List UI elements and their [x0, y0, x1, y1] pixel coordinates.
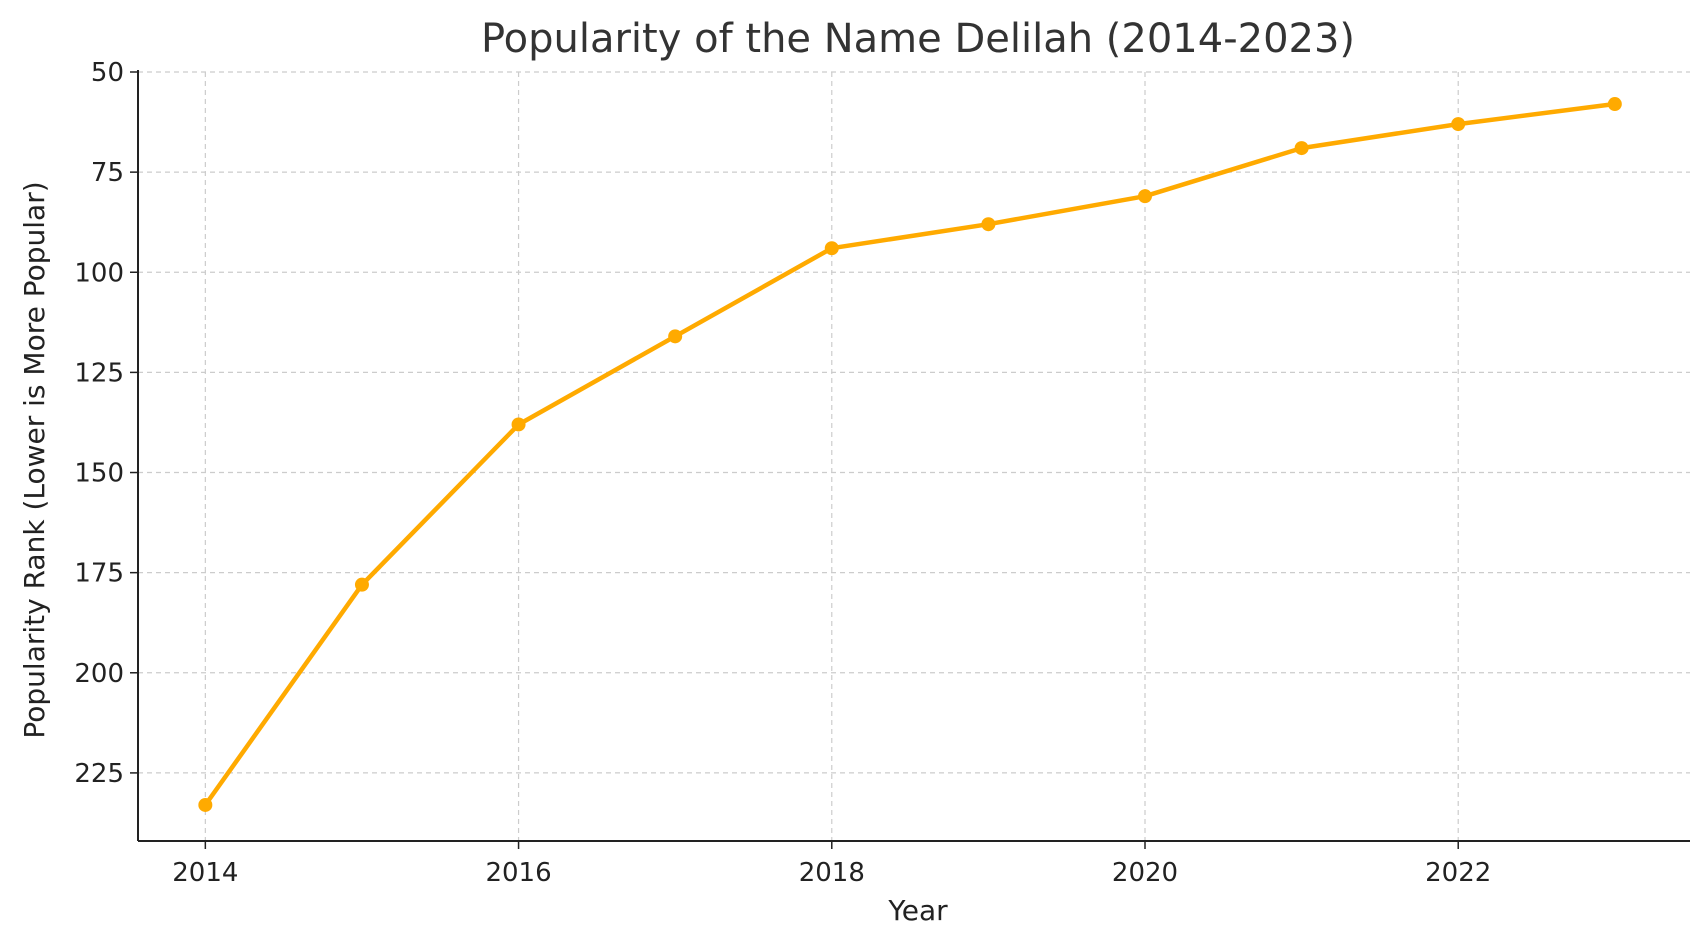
data-point [668, 329, 683, 344]
data-point [511, 417, 526, 432]
data-point [824, 241, 839, 256]
grid-lines [138, 71, 1690, 841]
x-tick-label: 2022 [1425, 858, 1491, 888]
y-axis-label: Popularity Rank (Lower is More Popular) [18, 181, 51, 738]
y-axis-ticks: 50 75 100 125 150 175 200 225 [74, 58, 138, 789]
x-tick-label: 2018 [799, 858, 865, 888]
y-tick-label: 150 [74, 459, 124, 489]
x-tick-label: 2014 [172, 858, 238, 888]
y-tick-label: 100 [74, 258, 124, 288]
y-tick-label: 50 [91, 58, 124, 88]
y-tick-label: 200 [74, 659, 124, 689]
chart-title: Popularity of the Name Delilah (2014-202… [481, 16, 1355, 62]
x-axis-ticks: 2014 2016 2018 2020 2022 [172, 841, 1491, 888]
y-tick-label: 75 [91, 158, 124, 188]
x-tick-label: 2016 [485, 858, 551, 888]
series-group [198, 97, 1622, 812]
x-axis-label: Year [887, 894, 948, 927]
axes [137, 70, 1690, 842]
y-tick-label: 175 [74, 559, 124, 589]
data-point [354, 577, 369, 592]
y-tick-label: 225 [74, 759, 124, 789]
x-tick-label: 2020 [1112, 858, 1178, 888]
data-point [1294, 141, 1309, 156]
data-point [1451, 117, 1466, 132]
data-point [198, 797, 213, 812]
data-point [1607, 97, 1622, 112]
series-line [203, 101, 1618, 808]
data-point [981, 217, 996, 232]
data-point [1137, 189, 1152, 204]
y-tick-label: 125 [74, 358, 124, 388]
